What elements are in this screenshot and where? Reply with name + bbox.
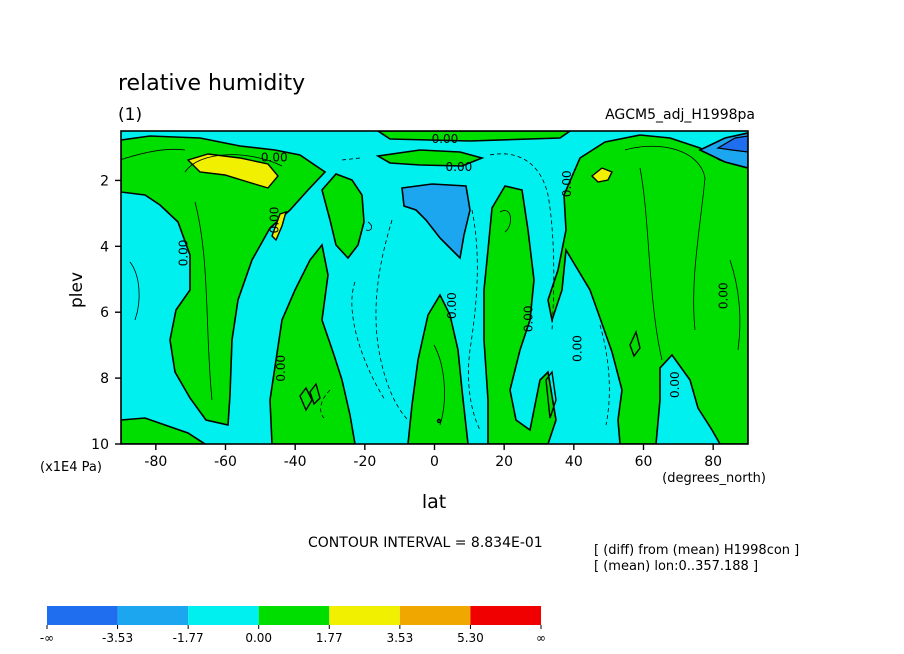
contour-label: 0.00 [267, 207, 281, 234]
colorbar-label: ∞ [536, 631, 546, 645]
yellow-streak-sh [271, 210, 288, 242]
y-axis: 2 4 6 8 10 [91, 173, 121, 453]
x-tick-label: 0 [430, 454, 439, 470]
y-tick-label: 8 [100, 371, 109, 387]
chart-title: relative humidity [118, 71, 305, 96]
x-tick-label: 40 [565, 454, 583, 470]
contour-label: 0.00 [432, 132, 459, 146]
y-axis-unit: (x1E4 Pa) [40, 460, 102, 475]
x-axis: -80 -60 -40 -20 0 20 40 60 80 [144, 444, 722, 470]
blue-region-tropical-upper [401, 183, 471, 260]
dashed-contour-lines [320, 153, 610, 431]
colorbar-swatch [329, 606, 400, 625]
x-tick-label: 20 [495, 454, 513, 470]
colorbar-swatch [47, 606, 118, 625]
plot-area [121, 131, 748, 444]
x-tick-label: 60 [635, 454, 653, 470]
colorbar-label: 5.30 [457, 631, 484, 645]
chart-subtitle-right: AGCM5_adj_H1998pa [605, 107, 755, 123]
contour-interval: CONTOUR INTERVAL = 8.834E-01 [308, 535, 543, 551]
darkblue-region-nh-polar-top [716, 135, 748, 153]
colorbar-swatch [470, 606, 541, 625]
green-region-nh-main [547, 134, 748, 444]
x-tick-label: -80 [144, 454, 167, 470]
thin-contour-lines [121, 145, 741, 426]
contour-labels: 0.00 0.00 0.00 0.00 0.00 0.00 0.00 0.00 0.00 0.00… [177, 132, 731, 398]
green-region-sh-lower-west [121, 417, 207, 444]
note-mean: [ (mean) lon:0..357.188 ] [594, 559, 758, 574]
x-tick-label: -40 [284, 454, 307, 470]
colorbar-swatch [188, 606, 259, 625]
colorbar-label: -∞ [40, 631, 54, 645]
contour-label: 0.00 [560, 170, 574, 197]
contour-label: 0.00 [668, 371, 682, 398]
yellow-region-sh-upper [186, 153, 279, 189]
colorbar: -∞ -3.53 -1.77 0.00 1.77 3.53 5.30 ∞ [40, 606, 546, 645]
y-tick-label: 4 [100, 239, 109, 255]
green-region-upper-band [375, 149, 485, 167]
green-region-top-strip [376, 131, 572, 142]
x-tick-label: -60 [214, 454, 237, 470]
contour-label: 0.00 [274, 355, 288, 382]
x-axis-unit: (degrees_north) [662, 471, 766, 486]
colorbar-label: 3.53 [386, 631, 413, 645]
contour-label: 0.00 [177, 240, 191, 267]
green-region-nh-subtropics [483, 185, 557, 444]
small-closed-contours [299, 329, 641, 424]
note-diff: [ (diff) from (mean) H1998con ] [594, 543, 799, 558]
colorbar-label: -3.53 [102, 631, 133, 645]
contour-label: 0.00 [522, 305, 536, 332]
colorbar-swatch [117, 606, 189, 625]
yellow-region-nh-upper [590, 167, 613, 183]
contour-label: 0.00 [717, 282, 731, 309]
chart-subtitle-left: (1) [118, 105, 142, 125]
x-axis-label: lat [422, 491, 446, 513]
y-tick-label: 10 [91, 437, 109, 453]
colorbar-label: 1.77 [316, 631, 343, 645]
green-region-equator [407, 293, 469, 444]
x-tick-label: 80 [704, 454, 722, 470]
green-region-30s-upper [321, 173, 365, 260]
contour-label: 0.00 [261, 150, 288, 164]
colorbar-swatch [258, 606, 330, 625]
contour-label: 0.00 [445, 292, 459, 319]
contour-label: 0.00 [446, 160, 473, 174]
colorbar-label: 0.00 [245, 631, 272, 645]
colorbar-label: -1.77 [173, 631, 204, 645]
y-tick-label: 6 [100, 305, 109, 321]
contour-label: 0.00 [570, 335, 584, 362]
colorbar-swatch [399, 606, 471, 625]
y-tick-label: 2 [100, 173, 109, 189]
x-tick-label: -20 [353, 454, 376, 470]
green-region-sh-mid [269, 243, 356, 444]
green-region-sh-west [121, 135, 327, 426]
y-axis-label: plev [67, 272, 87, 308]
